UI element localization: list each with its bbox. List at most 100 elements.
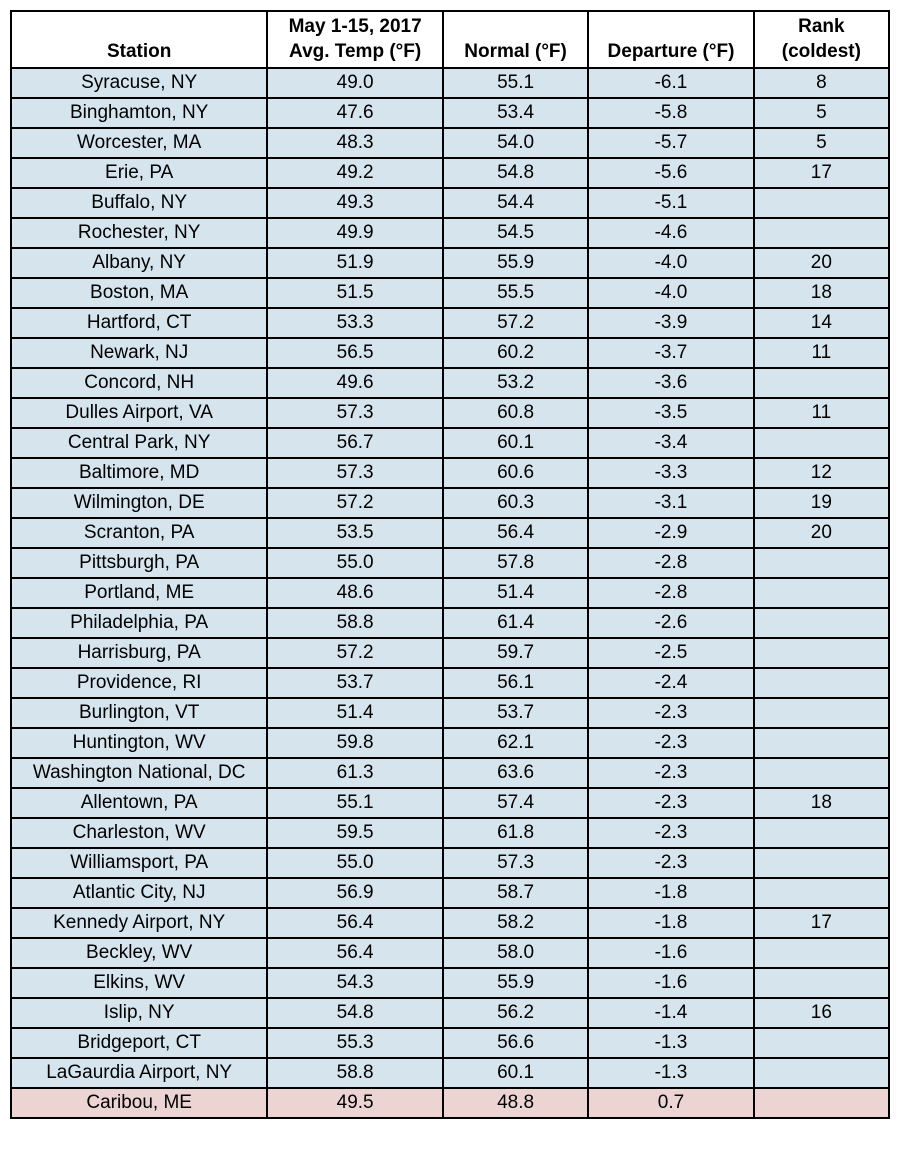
cell-avg: 47.6	[267, 98, 443, 128]
cell-avg: 51.4	[267, 698, 443, 728]
table-row: Albany, NY51.955.9-4.020	[11, 248, 889, 278]
table-row: Providence, RI53.756.1-2.4	[11, 668, 889, 698]
cell-normal: 60.1	[443, 428, 588, 458]
table-row: Rochester, NY49.954.5-4.6	[11, 218, 889, 248]
cell-station: Boston, MA	[11, 278, 267, 308]
table-row: Caribou, ME49.548.80.7	[11, 1088, 889, 1118]
cell-avg: 55.0	[267, 548, 443, 578]
cell-avg: 55.1	[267, 788, 443, 818]
cell-rank: 18	[754, 788, 889, 818]
cell-station: Erie, PA	[11, 158, 267, 188]
cell-rank	[754, 938, 889, 968]
cell-normal: 54.5	[443, 218, 588, 248]
cell-station: Baltimore, MD	[11, 458, 267, 488]
cell-rank	[754, 1058, 889, 1088]
cell-normal: 54.8	[443, 158, 588, 188]
table-row: Portland, ME48.651.4-2.8	[11, 578, 889, 608]
table-row: LaGaurdia Airport, NY58.860.1-1.3	[11, 1058, 889, 1088]
cell-rank	[754, 668, 889, 698]
cell-avg: 55.0	[267, 848, 443, 878]
cell-rank: 19	[754, 488, 889, 518]
cell-rank	[754, 818, 889, 848]
cell-normal: 55.9	[443, 968, 588, 998]
cell-rank	[754, 728, 889, 758]
cell-station: Burlington, VT	[11, 698, 267, 728]
cell-normal: 56.2	[443, 998, 588, 1028]
cell-rank: 12	[754, 458, 889, 488]
cell-departure: -5.6	[588, 158, 754, 188]
cell-rank	[754, 968, 889, 998]
cell-avg: 56.7	[267, 428, 443, 458]
cell-station: Caribou, ME	[11, 1088, 267, 1118]
cell-departure: -2.9	[588, 518, 754, 548]
cell-avg: 53.3	[267, 308, 443, 338]
table-row: Dulles Airport, VA57.360.8-3.511	[11, 398, 889, 428]
cell-departure: -1.6	[588, 968, 754, 998]
cell-rank	[754, 218, 889, 248]
cell-avg: 49.0	[267, 68, 443, 98]
cell-rank: 14	[754, 308, 889, 338]
header-rank: Rank(coldest)	[754, 11, 889, 68]
header-station: Station	[11, 11, 267, 68]
table-header: StationMay 1-15, 2017Avg. Temp (°F)Norma…	[11, 11, 889, 68]
cell-station: Albany, NY	[11, 248, 267, 278]
temperature-table: StationMay 1-15, 2017Avg. Temp (°F)Norma…	[10, 10, 890, 1119]
cell-departure: -1.3	[588, 1058, 754, 1088]
cell-normal: 55.5	[443, 278, 588, 308]
table-row: Burlington, VT51.453.7-2.3	[11, 698, 889, 728]
cell-station: Kennedy Airport, NY	[11, 908, 267, 938]
cell-station: Syracuse, NY	[11, 68, 267, 98]
cell-normal: 53.4	[443, 98, 588, 128]
cell-departure: -2.3	[588, 728, 754, 758]
cell-normal: 58.2	[443, 908, 588, 938]
cell-normal: 58.7	[443, 878, 588, 908]
cell-departure: -1.8	[588, 908, 754, 938]
cell-station: Wilmington, DE	[11, 488, 267, 518]
cell-rank	[754, 578, 889, 608]
cell-rank	[754, 608, 889, 638]
cell-rank: 11	[754, 338, 889, 368]
table-row: Philadelphia, PA58.861.4-2.6	[11, 608, 889, 638]
table-row: Binghamton, NY47.653.4-5.85	[11, 98, 889, 128]
cell-rank: 11	[754, 398, 889, 428]
cell-departure: -3.3	[588, 458, 754, 488]
cell-rank	[754, 428, 889, 458]
cell-avg: 61.3	[267, 758, 443, 788]
cell-station: Central Park, NY	[11, 428, 267, 458]
table-row: Hartford, CT53.357.2-3.914	[11, 308, 889, 338]
cell-station: Beckley, WV	[11, 938, 267, 968]
cell-station: LaGaurdia Airport, NY	[11, 1058, 267, 1088]
cell-rank: 5	[754, 128, 889, 158]
cell-normal: 58.0	[443, 938, 588, 968]
cell-departure: -3.5	[588, 398, 754, 428]
cell-avg: 53.5	[267, 518, 443, 548]
cell-avg: 49.5	[267, 1088, 443, 1118]
cell-departure: -2.6	[588, 608, 754, 638]
cell-normal: 54.0	[443, 128, 588, 158]
cell-avg: 59.5	[267, 818, 443, 848]
cell-normal: 57.8	[443, 548, 588, 578]
header-normal: Normal (°F)	[443, 11, 588, 68]
cell-normal: 61.8	[443, 818, 588, 848]
table-row: Baltimore, MD57.360.6-3.312	[11, 458, 889, 488]
cell-rank: 16	[754, 998, 889, 1028]
cell-station: Newark, NJ	[11, 338, 267, 368]
cell-departure: -3.6	[588, 368, 754, 398]
cell-departure: -5.8	[588, 98, 754, 128]
cell-rank: 18	[754, 278, 889, 308]
cell-normal: 61.4	[443, 608, 588, 638]
cell-avg: 49.3	[267, 188, 443, 218]
cell-station: Rochester, NY	[11, 218, 267, 248]
cell-station: Williamsport, PA	[11, 848, 267, 878]
cell-rank: 20	[754, 248, 889, 278]
cell-station: Huntington, WV	[11, 728, 267, 758]
cell-station: Buffalo, NY	[11, 188, 267, 218]
cell-rank	[754, 698, 889, 728]
cell-normal: 57.4	[443, 788, 588, 818]
cell-normal: 60.3	[443, 488, 588, 518]
cell-station: Hartford, CT	[11, 308, 267, 338]
cell-station: Washington National, DC	[11, 758, 267, 788]
cell-normal: 56.6	[443, 1028, 588, 1058]
cell-rank	[754, 548, 889, 578]
cell-station: Bridgeport, CT	[11, 1028, 267, 1058]
